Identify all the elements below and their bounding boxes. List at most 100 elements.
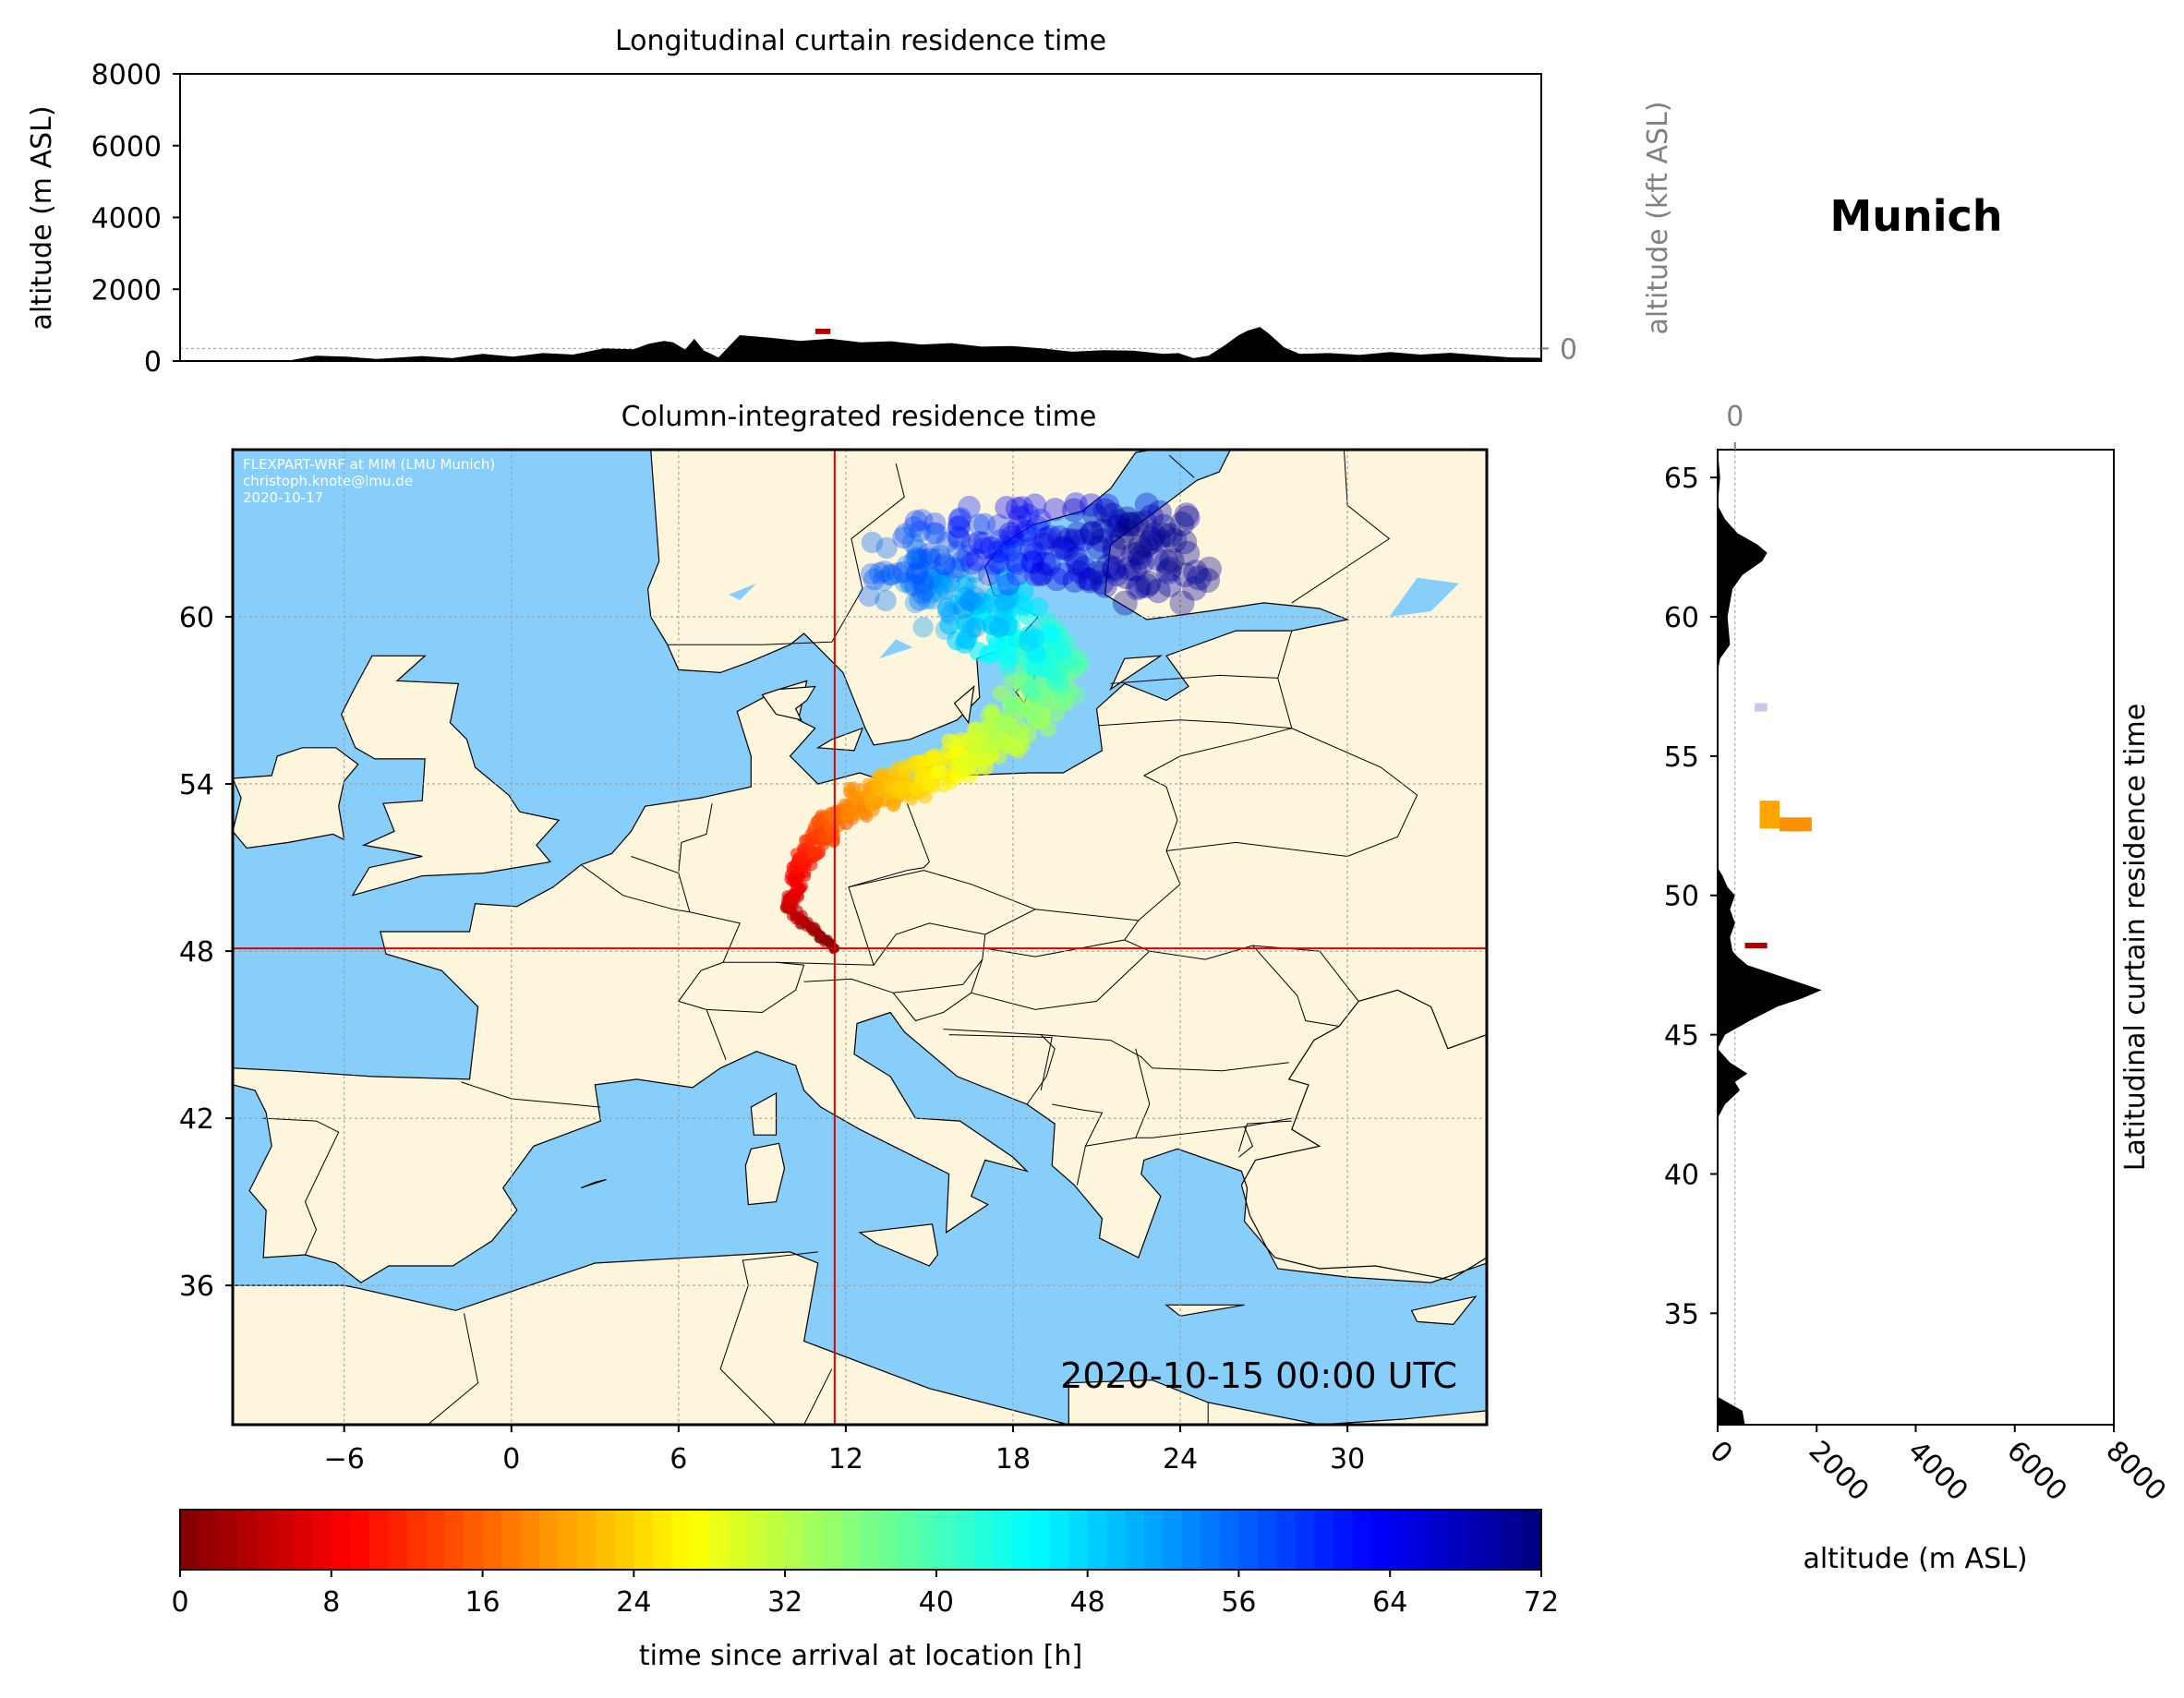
trajectory-particle (1169, 590, 1195, 616)
trajectory-particle (1008, 505, 1032, 529)
trajectory-particle (936, 597, 958, 619)
colorbar-cell (1522, 1510, 1542, 1570)
colorbar-cell (1370, 1510, 1391, 1570)
trajectory-particle (1139, 529, 1164, 555)
colorbar-cell (747, 1510, 767, 1570)
right-x2-axis: 050100 (1726, 401, 1744, 450)
right-residence-block (1755, 703, 1768, 712)
trajectory-particle (1005, 497, 1030, 521)
country-border (1149, 945, 1340, 1027)
trajectory-particle (1106, 509, 1130, 533)
trajectory-particle (1004, 549, 1028, 573)
trajectory-particle (904, 510, 928, 533)
top-y-tick-label: 0 (144, 346, 162, 379)
trajectory-particle (1082, 502, 1107, 528)
right-x-axis: 0 2000 4000 6000 8000 (1703, 1425, 2172, 1508)
trajectory-particle (1109, 524, 1135, 550)
trajectory-particle (912, 574, 935, 596)
colorbar-cell (1466, 1510, 1486, 1570)
trajectory-particle (1039, 720, 1056, 738)
trajectory-particle (907, 548, 929, 571)
trajectory-particle (972, 536, 995, 560)
top-residence-block (814, 329, 831, 334)
top-y2-axis: 050100 (1541, 333, 1577, 366)
trajectory-particle (1026, 515, 1049, 539)
trajectory-particle (875, 589, 897, 612)
trajectory-particle (1091, 518, 1116, 543)
trajectory-particle (1029, 596, 1049, 618)
colorbar-cell (538, 1510, 560, 1570)
trajectory-particle (1157, 557, 1182, 582)
trajectory-particle (1028, 508, 1052, 532)
trajectory-particle (1000, 524, 1024, 549)
trajectory-particle (1152, 523, 1176, 548)
trajectory-particle (1040, 624, 1060, 644)
trajectory-particle (925, 750, 942, 766)
trajectory-particle (1125, 575, 1151, 601)
trajectory-particle (1197, 556, 1222, 582)
colorbar-cell (1049, 1510, 1069, 1570)
trajectory-particle (911, 571, 935, 594)
land-polygon (815, 727, 864, 752)
trajectory-particle (1132, 510, 1157, 535)
trajectory-particle (1128, 534, 1153, 560)
colorbar-cell (1068, 1510, 1089, 1570)
trajectory-particle (948, 507, 972, 530)
trajectory-particle (902, 516, 925, 538)
land-polygon (1109, 655, 1164, 692)
trajectory-particle (1014, 581, 1034, 601)
colorbar-cell (898, 1510, 919, 1570)
trajectory-particle (1114, 518, 1140, 544)
trajectory-particle (988, 617, 1009, 638)
trajectory-particle (1020, 550, 1044, 574)
trajectory-particle (980, 536, 1003, 560)
trajectory-particle (896, 775, 911, 789)
trajectory-particle (995, 567, 1016, 588)
country-border (1238, 1126, 1254, 1158)
colorbar-cell (1333, 1510, 1353, 1570)
colorbar-cell (993, 1510, 1013, 1570)
colorbar-tick-label: 40 (919, 1586, 954, 1619)
trajectory-particle (1086, 535, 1111, 560)
trajectory-particle (906, 561, 929, 584)
trajectory-particle (1018, 632, 1039, 652)
trajectory-particle (794, 851, 806, 863)
right-y-tick-label: 55 (1664, 741, 1699, 774)
trajectory-particle (986, 541, 1009, 564)
trajectory-particle (863, 790, 877, 805)
colorbar-cell (1125, 1510, 1145, 1570)
trajectory-particle (964, 576, 985, 598)
location-title: Munich (1829, 191, 2002, 241)
trajectory-particle (1186, 565, 1212, 591)
colorbar-gradient (180, 1510, 1542, 1570)
trajectory-particle (986, 550, 1010, 574)
trajectory-particle (887, 561, 910, 584)
trajectory-particle (965, 548, 989, 572)
trajectory-particle (1172, 529, 1198, 555)
colorbar-cell (1031, 1510, 1051, 1570)
colorbar-cell (596, 1510, 616, 1570)
right-grid (1734, 450, 1736, 1425)
trajectory-particle (946, 540, 968, 563)
trajectory-particle (980, 707, 996, 725)
trajectory-particle (1003, 529, 1026, 552)
colorbar: 0 8 16 24 32 40 48 56 64 72 time since arrival at… (171, 1509, 1559, 1672)
trajectory-particle (999, 649, 1019, 669)
trajectory-particle (847, 792, 862, 807)
trajectory-particle (1116, 512, 1141, 537)
country-border (803, 1368, 833, 1425)
trajectory-particle (972, 531, 995, 554)
trajectory-particle (1139, 504, 1164, 529)
land-polygon (750, 1091, 778, 1136)
trajectory-particle (934, 570, 955, 591)
trajectory-particle (1090, 528, 1114, 552)
colorbar-cell (482, 1510, 502, 1570)
trajectory-particle (1118, 512, 1144, 536)
trajectory-particle (1121, 542, 1146, 567)
trajectory-particle (996, 572, 1020, 596)
trajectory-particle (919, 548, 942, 570)
map-x-tick-label: 24 (1163, 1443, 1198, 1475)
trajectory-particle (951, 549, 974, 572)
trajectory-particle (1030, 561, 1055, 585)
colorbar-label: time since arrival at location [h] (639, 1640, 1082, 1672)
